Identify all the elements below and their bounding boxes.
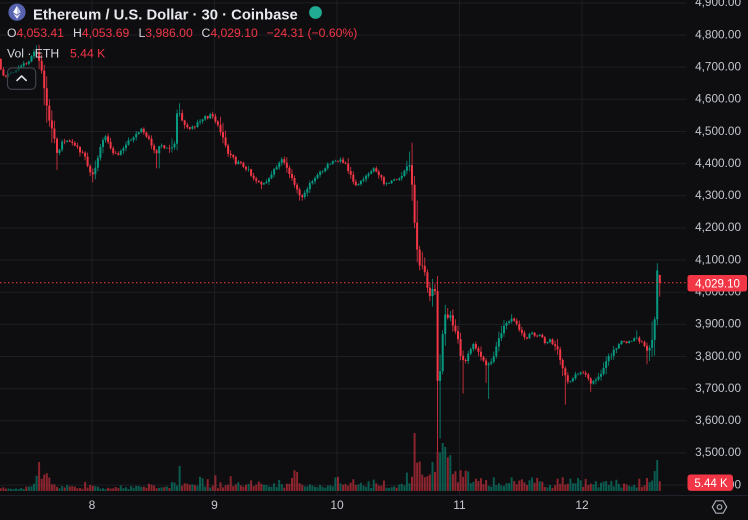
svg-text:4,800.00: 4,800.00 [695,27,741,41]
svg-text:12: 12 [575,498,589,512]
svg-text:11: 11 [453,498,466,512]
svg-text:4,500.00: 4,500.00 [695,124,741,138]
svg-text:4,900.00: 4,900.00 [695,0,741,9]
svg-text:−24.31 (−0.60%): −24.31 (−0.60%) [267,26,358,40]
svg-text:4,300.00: 4,300.00 [695,188,741,202]
svg-text:9: 9 [211,498,218,512]
svg-text:C4,029.10: C4,029.10 [202,26,258,40]
svg-text:3,500.00: 3,500.00 [695,445,741,459]
svg-text:8: 8 [89,498,96,512]
svg-text:4,600.00: 4,600.00 [695,92,741,106]
svg-text:4,100.00: 4,100.00 [695,252,741,266]
svg-text:3,700.00: 3,700.00 [695,381,741,395]
svg-text:3,600.00: 3,600.00 [695,413,741,427]
svg-text:Ethereum / U.S. Dollar · 30 ·: Ethereum / U.S. Dollar · 30 · Coinbase [33,8,298,24]
svg-text:10: 10 [330,498,344,512]
svg-text:5.44 K: 5.44 K [70,47,105,61]
svg-text:L3,986.00: L3,986.00 [139,26,193,40]
svg-text:4,700.00: 4,700.00 [695,60,741,74]
svg-text:3,800.00: 3,800.00 [695,349,741,363]
svg-text:H4,053.69: H4,053.69 [73,26,129,40]
svg-text:Vol · ETH: Vol · ETH [7,47,59,61]
svg-text:4,029.10: 4,029.10 [695,278,740,290]
svg-text:5.44 K: 5.44 K [694,478,728,490]
svg-text:3,900.00: 3,900.00 [695,317,741,331]
svg-text:O4,053.41: O4,053.41 [7,26,64,40]
svg-text:4,200.00: 4,200.00 [695,220,741,234]
svg-text:4,400.00: 4,400.00 [695,156,741,170]
